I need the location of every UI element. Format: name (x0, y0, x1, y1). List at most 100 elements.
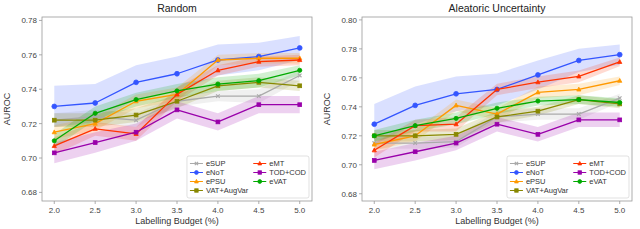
x-tick (578, 201, 579, 204)
y-axis-label: AUROC (2, 92, 12, 125)
point-marker (372, 142, 376, 146)
y-tick-label: 0.72 (21, 120, 37, 129)
series-line (374, 120, 619, 161)
point-marker (495, 115, 499, 119)
point-marker (256, 54, 261, 59)
series-line (54, 75, 299, 120)
y-tick-label: 0.76 (21, 51, 37, 60)
point-marker (372, 148, 376, 152)
point-marker (618, 60, 622, 64)
y-tick-label: 0.68 (21, 188, 37, 197)
point-marker (413, 150, 417, 154)
x-tick (537, 201, 538, 204)
x-tick-label: 4.0 (212, 206, 224, 215)
x-axis-label: Labelling Budget (%) (135, 216, 219, 226)
y-tick (359, 164, 362, 165)
point-marker (372, 134, 376, 138)
y-tick-label: 0.80 (341, 16, 357, 25)
y-tick-label: 0.78 (21, 16, 37, 25)
legend-marker (195, 189, 198, 192)
point-marker (495, 115, 499, 119)
y-tick-label: 0.68 (341, 190, 357, 199)
point-marker (257, 103, 261, 107)
y-tick (359, 193, 362, 194)
point-marker (216, 58, 221, 63)
point-marker (495, 106, 499, 110)
point-marker (413, 134, 417, 138)
y-tick (39, 123, 42, 124)
point-marker (413, 124, 417, 128)
plot-area (52, 36, 302, 163)
point-marker (216, 58, 220, 62)
x-tick (217, 201, 218, 204)
y-tick-label: 0.78 (341, 45, 357, 54)
x-tick-label: 2.5 (90, 206, 102, 215)
point-marker (618, 118, 622, 122)
point-marker (93, 111, 97, 115)
point-marker (52, 118, 56, 122)
point-marker (175, 99, 179, 103)
point-marker (52, 151, 56, 155)
y-tick-label: 0.74 (341, 103, 357, 112)
x-tick-label: 2.0 (49, 206, 61, 215)
x-tick (95, 201, 96, 204)
point-marker (536, 80, 540, 84)
point-marker (175, 71, 180, 76)
point-marker (454, 103, 458, 107)
series-line (374, 55, 619, 125)
x-tick-label: 3.0 (451, 206, 463, 215)
legend-label: eMT (589, 159, 604, 168)
x-tick-label: 5.0 (614, 206, 626, 215)
legend-label: eNoT (206, 168, 225, 177)
legend-marker (515, 179, 519, 183)
point-marker (93, 101, 98, 106)
y-tick-label: 0.70 (341, 161, 357, 170)
point-marker (216, 120, 220, 124)
point-marker (298, 103, 302, 107)
x-tick (258, 201, 259, 204)
std-band (374, 95, 619, 141)
panel: Random0.680.700.720.740.760.782.02.53.03… (2, 2, 312, 226)
point-marker (577, 97, 581, 101)
x-tick (299, 201, 300, 204)
point-marker (495, 87, 499, 91)
point-marker (536, 132, 540, 136)
panel: Aleatoric Uncertainty0.680.700.720.740.7… (322, 2, 632, 226)
point-marker (134, 118, 138, 122)
x-tick (456, 201, 457, 204)
y-tick (359, 48, 362, 49)
x-tick-label: 4.0 (532, 206, 544, 215)
legend-marker (258, 171, 261, 174)
y-tick (39, 20, 42, 21)
point-marker (93, 118, 97, 122)
point-marker (577, 98, 581, 102)
x-tick-label: 3.0 (131, 206, 143, 215)
point-marker (298, 74, 302, 78)
legend-marker (195, 162, 198, 165)
series-line (54, 48, 299, 106)
series-line (54, 58, 299, 132)
point-marker (175, 108, 179, 112)
legend-marker (258, 161, 262, 165)
point-marker (618, 78, 622, 82)
legend-label: eSUP (206, 159, 226, 168)
series-line (374, 100, 619, 136)
legend-label: ePSU (526, 177, 546, 186)
x-tick (177, 201, 178, 204)
point-marker (454, 91, 459, 96)
legend-label: TOD+COD (589, 168, 626, 177)
legend-label: TOD+COD (269, 168, 306, 177)
legend-label: VAT+AugVar (206, 186, 249, 195)
y-tick (359, 19, 362, 20)
point-marker (536, 73, 541, 78)
x-tick (374, 201, 375, 204)
plot-area (372, 45, 622, 170)
point-marker (454, 141, 458, 145)
point-marker (413, 141, 417, 145)
legend: eSUPeNoTePSUVAT+AugVareMTTOD+CODeVAT (507, 156, 629, 198)
y-tick (39, 54, 42, 55)
point-marker (134, 80, 139, 85)
legend-marker (258, 180, 262, 184)
point-marker (372, 134, 376, 138)
x-tick-label: 2.5 (410, 206, 422, 215)
